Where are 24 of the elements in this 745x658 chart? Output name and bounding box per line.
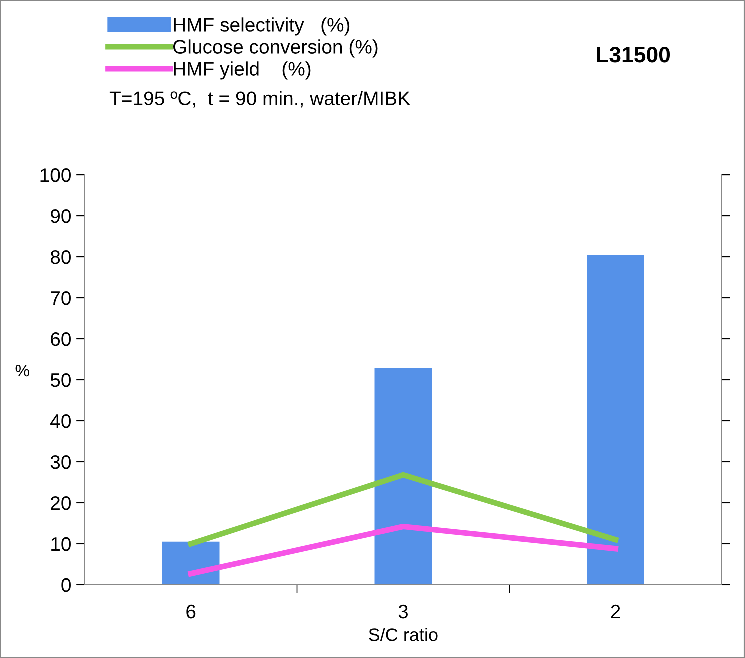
y-tick-label: 40 xyxy=(50,414,71,428)
bar xyxy=(587,254,644,585)
x-axis-title: S/C ratio xyxy=(369,628,438,642)
y-tick-label: 30 xyxy=(50,455,71,470)
y-tick-label: 50 xyxy=(50,373,71,388)
y-tick-label: 0 xyxy=(62,578,71,592)
chart-title: L31500 xyxy=(597,46,670,63)
chart-subtitle: T=195 ºC, t = 90 min., water/MIBK xyxy=(110,91,410,108)
x-tick-label: 6 xyxy=(186,604,196,619)
x-tick-label: 2 xyxy=(611,604,620,618)
y-tick-label: 20 xyxy=(51,496,71,510)
y-axis-title: % xyxy=(16,364,30,377)
legend-label: HMF yield (%) xyxy=(174,62,311,80)
y-tick-label: 70 xyxy=(51,291,71,306)
y-tick-label: 90 xyxy=(51,209,71,224)
x-tick-label: 3 xyxy=(398,604,408,619)
y-tick-label: 80 xyxy=(50,250,71,264)
y-tick-label: 10 xyxy=(52,537,71,552)
y-tick-label: 100 xyxy=(40,168,71,182)
y-tick-label: 60 xyxy=(51,332,71,346)
bar xyxy=(374,368,432,585)
bar xyxy=(162,542,220,585)
legend-label: HMF selectivity (%) xyxy=(174,18,350,36)
legend-label: Glucose conversion (%) xyxy=(174,40,378,58)
